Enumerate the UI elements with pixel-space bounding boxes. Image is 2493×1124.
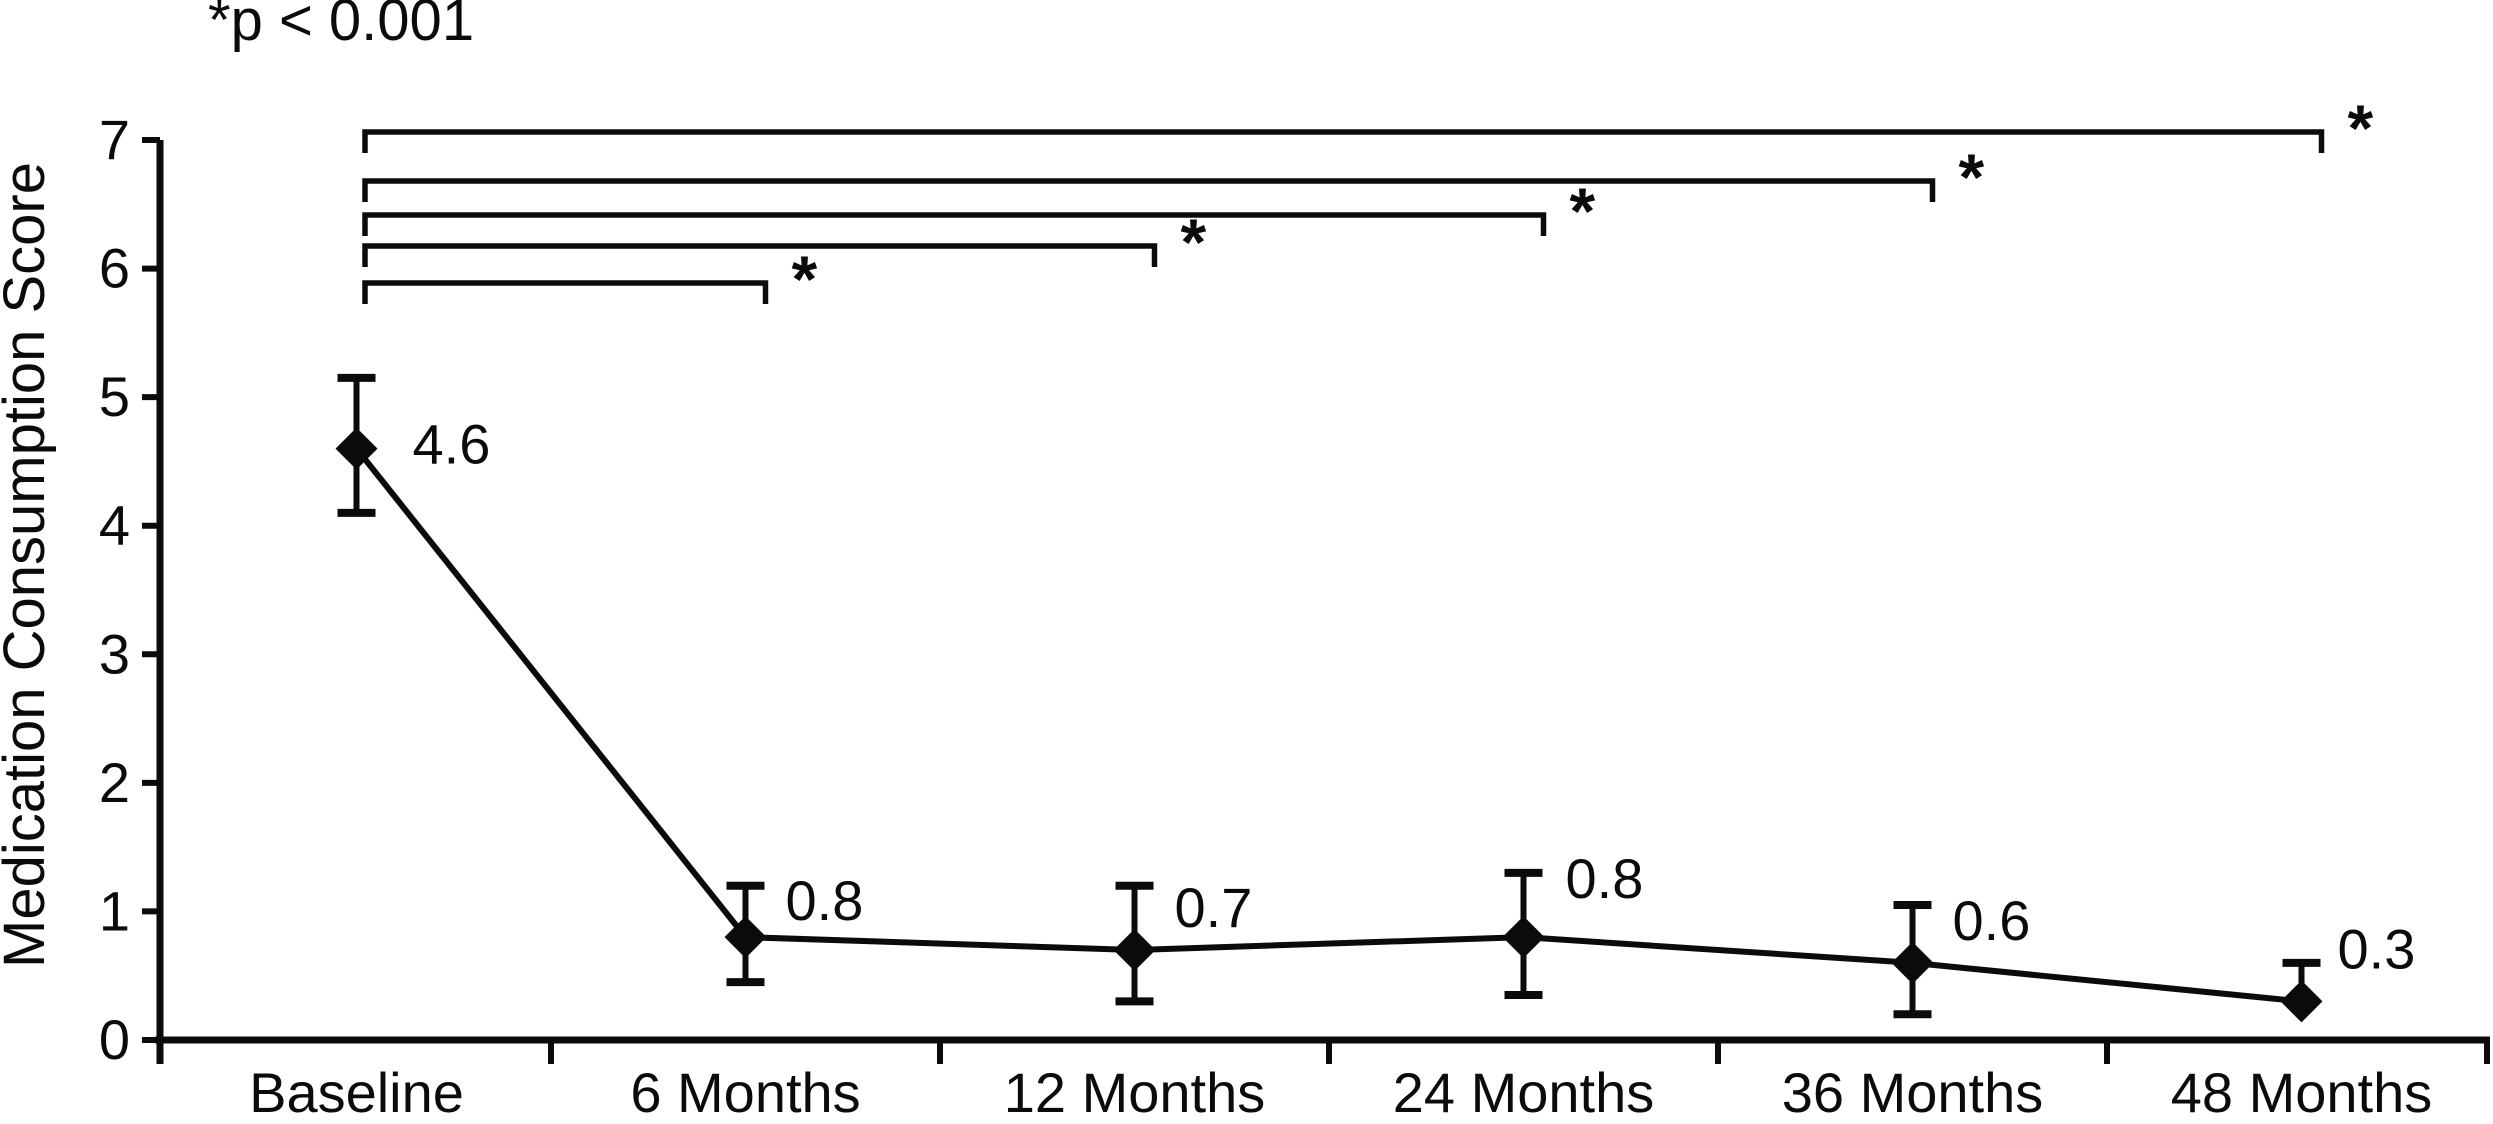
data-point-marker (1113, 929, 1156, 971)
y-tick-label: 2 (99, 751, 130, 814)
data-point-marker (724, 916, 767, 959)
x-axis-label: 6 Months (630, 1061, 860, 1124)
point-value-label: 0.7 (1175, 876, 1253, 939)
significance-asterisk: * (1570, 174, 1596, 248)
significance-asterisk: * (2348, 91, 2374, 165)
significance-asterisk: * (1959, 140, 1985, 214)
y-tick-label: 6 (99, 237, 130, 300)
point-value-label: 0.3 (2338, 917, 2416, 980)
y-tick-label: 0 (99, 1008, 130, 1071)
y-tick-label: 7 (99, 108, 130, 171)
significance-bracket (362, 280, 769, 304)
x-axis-label: 48 Months (2171, 1061, 2433, 1124)
x-axis-label: 12 Months (1004, 1061, 1266, 1124)
data-point-marker (335, 427, 378, 470)
y-tick-label: 5 (99, 365, 130, 428)
point-value-label: 0.6 (1953, 889, 2031, 952)
y-tick-label: 1 (99, 879, 130, 942)
y-tick-label: 4 (99, 494, 130, 557)
significance-asterisk: * (792, 242, 818, 316)
significance-bracket (362, 129, 2325, 153)
data-point-marker (1502, 916, 1545, 959)
x-axis-label: Baseline (249, 1061, 464, 1124)
data-line (354, 446, 2302, 1005)
significance-bracket (362, 243, 1158, 267)
point-value-label: 0.8 (786, 869, 864, 932)
y-tick-label: 3 (99, 622, 130, 685)
point-value-label: 0.8 (1566, 847, 1644, 910)
significance-bracket (362, 178, 1936, 202)
data-point-marker (1891, 941, 1934, 984)
significance-asterisk: * (1181, 205, 1207, 279)
y-axis-title: Medication Consumption Score (0, 162, 57, 968)
x-axis-label: 36 Months (1782, 1061, 2044, 1124)
significance-bracket (362, 212, 1547, 236)
significance-note: *p < 0.001 (208, 0, 474, 53)
data-point-marker (2280, 980, 2323, 1023)
point-value-label: 4.6 (413, 413, 491, 476)
x-axis-label: 24 Months (1393, 1061, 1655, 1124)
